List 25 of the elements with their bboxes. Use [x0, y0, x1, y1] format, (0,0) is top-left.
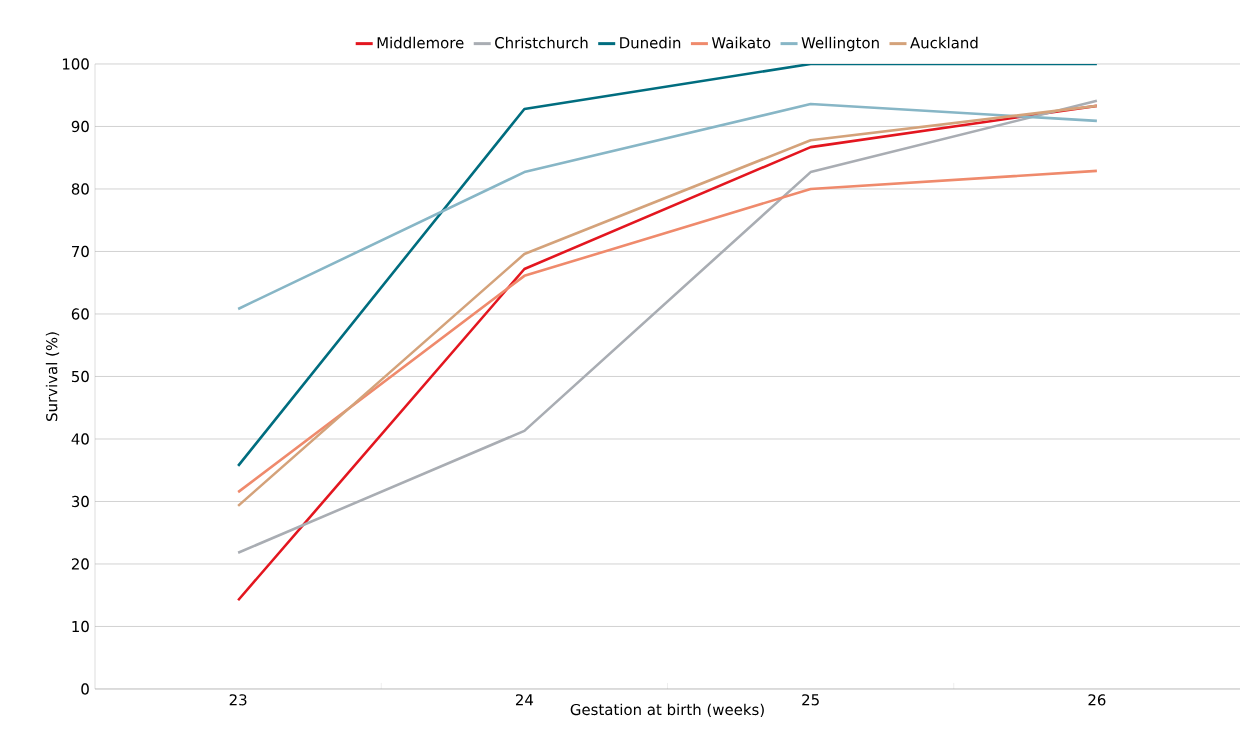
- y-tick-label: 20: [71, 558, 89, 570]
- y-axis-title: Survival (%): [45, 332, 60, 421]
- y-tick-label: 10: [72, 620, 89, 633]
- legend-label: Auckland: [910, 36, 978, 49]
- y-tick-label: 40: [71, 433, 89, 445]
- x-tick-label: 26: [1088, 694, 1106, 706]
- y-tick-label: 50: [71, 370, 89, 383]
- line-series: [236, 102, 1099, 311]
- x-tick-label: 24: [515, 694, 534, 706]
- y-tick-label: 100: [62, 58, 89, 70]
- line-series: [236, 169, 1099, 494]
- x-tick-label: 23: [229, 694, 247, 706]
- x-axis-title: Gestation at birth (weeks): [570, 703, 764, 717]
- legend-label: Dunedin: [620, 36, 681, 49]
- y-tick-label: 80: [71, 183, 89, 195]
- y-tick-label: 30: [71, 495, 89, 508]
- y-tick-label: 60: [71, 308, 89, 320]
- legend-label: Wellington: [801, 36, 879, 52]
- legend-label: Middlemore: [377, 36, 464, 49]
- y-tick-label: 90: [71, 120, 89, 133]
- x-tick-label: 25: [802, 694, 819, 706]
- y-tick-label: 70: [72, 245, 89, 258]
- legend-label: Waikato: [711, 36, 771, 49]
- legend-label: Christchurch: [495, 36, 588, 49]
- y-tick-label: 0: [81, 683, 89, 695]
